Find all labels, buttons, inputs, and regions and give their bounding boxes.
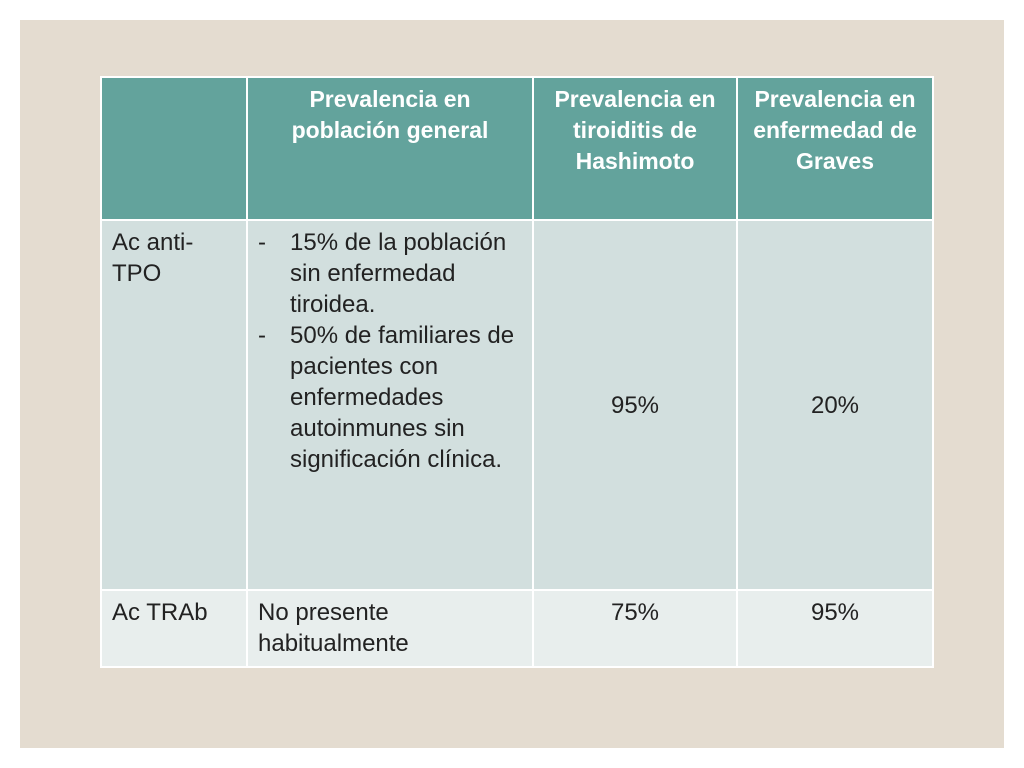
- list-item: - 15% de la población sin enfermedad tir…: [258, 227, 522, 320]
- table-row: Ac anti-TPO - 15% de la población sin en…: [100, 219, 934, 591]
- header-cell-empty: [100, 76, 248, 221]
- cell-graves-trab: 95%: [736, 589, 934, 668]
- bullet-dash: -: [258, 229, 266, 256]
- list-item: - 50% de familiares de pacientes con enf…: [258, 320, 522, 475]
- bullet-dash: -: [258, 322, 266, 349]
- bullet-text: 15% de la población sin enfermedad tiroi…: [290, 229, 507, 318]
- table-row: Ac TRAb No presente habitualmente 75% 95…: [100, 589, 934, 668]
- cell-graves-anti-tpo: 20%: [736, 219, 934, 591]
- cell-general-trab: No presente habitualmente: [246, 589, 534, 668]
- header-graves: Prevalencia en enfermedad de Graves: [736, 76, 934, 221]
- cell-hashimoto-anti-tpo: 95%: [532, 219, 738, 591]
- header-hashimoto: Prevalencia en tiroiditis de Hashimoto: [532, 76, 738, 221]
- row-label-trab: Ac TRAb: [100, 589, 248, 668]
- bullet-list: - 15% de la población sin enfermedad tir…: [258, 227, 522, 475]
- bullet-text: 50% de familiares de pacientes con enfer…: [290, 322, 515, 473]
- table-header-row: Prevalencia en población general Prevale…: [100, 76, 934, 221]
- cell-general-anti-tpo: - 15% de la población sin enfermedad tir…: [246, 219, 534, 591]
- header-general-population: Prevalencia en población general: [246, 76, 534, 221]
- prevalence-table: Prevalencia en población general Prevale…: [100, 76, 934, 668]
- row-label-anti-tpo: Ac anti-TPO: [100, 219, 248, 591]
- cell-hashimoto-trab: 75%: [532, 589, 738, 668]
- slide-background: Prevalencia en población general Prevale…: [20, 20, 1004, 748]
